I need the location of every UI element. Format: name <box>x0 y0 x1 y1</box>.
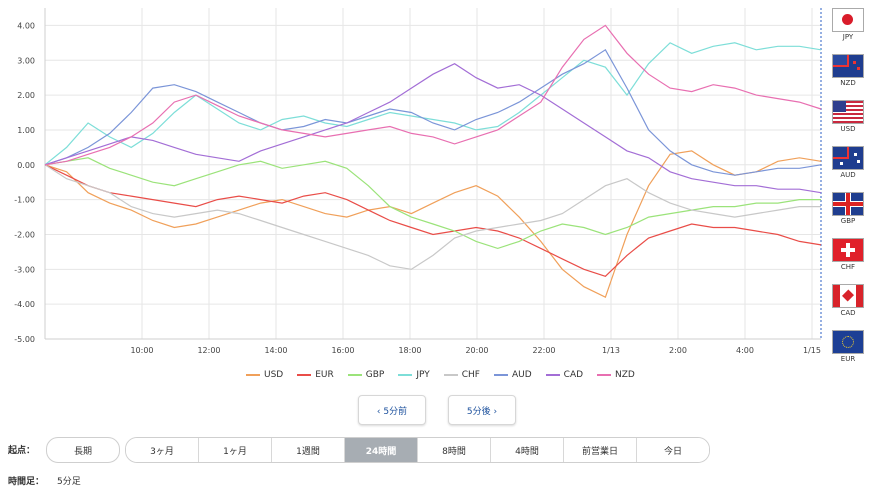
legend-item-eur[interactable]: EUR <box>297 368 334 382</box>
period-segmented-control: 3ヶ月 1ヶ月 1週間 24時間 8時間 4時間 前営業日 今日 <box>125 437 710 463</box>
legend-swatch <box>246 374 260 376</box>
legend-item-aud[interactable]: AUD <box>493 368 532 382</box>
legend-item-nzd[interactable]: NZD <box>597 368 635 382</box>
legend-item-gbp[interactable]: GBP <box>347 368 385 382</box>
series-line-usd <box>44 150 822 299</box>
legend-item-cad[interactable]: CAD <box>545 368 584 382</box>
legend-swatch <box>347 374 362 376</box>
legend-label: JPY <box>416 370 430 380</box>
canada-flag-icon <box>832 284 864 308</box>
flag-label: JPY <box>842 33 854 41</box>
flag-chf[interactable]: CHF <box>826 238 870 282</box>
flag-label: CHF <box>840 263 856 271</box>
flag-label: GBP <box>840 217 856 225</box>
series-line-chf <box>44 164 821 270</box>
y-tick-label: -1.00 <box>14 196 35 205</box>
series-line-eur <box>44 164 822 277</box>
y-tick-label: -3.00 <box>14 265 35 274</box>
flag-label: NZD <box>840 79 856 87</box>
y-tick-label: -4.00 <box>14 300 35 309</box>
legend-label: GBP <box>365 370 385 380</box>
x-tick-label: 20:00 <box>465 346 488 355</box>
period-segment-2[interactable]: 1週間 <box>272 438 345 462</box>
y-tick-label: 0.00 <box>17 161 35 170</box>
x-tick-label: 22:00 <box>532 346 555 355</box>
period-segment-5[interactable]: 4時間 <box>491 438 564 462</box>
legend-label: CHF <box>461 370 480 380</box>
legend-swatch <box>398 374 413 376</box>
x-tick-label: 10:00 <box>130 346 153 355</box>
start-point-label: 起点： <box>8 446 36 456</box>
y-tick-label: -2.00 <box>14 230 35 239</box>
x-tick-label: 1/15 <box>803 346 821 355</box>
x-tick-label: 4:00 <box>736 346 754 355</box>
uk-flag-icon <box>832 192 864 216</box>
legend-label: USD <box>264 370 284 380</box>
series-line-aud <box>44 48 822 176</box>
australia-flag-icon <box>832 146 864 170</box>
legend-swatch <box>443 374 458 376</box>
eu-flag-icon <box>832 330 864 354</box>
legend-swatch <box>297 374 312 376</box>
series-line-jpy <box>44 42 822 166</box>
y-tick-label: 1.00 <box>17 126 35 135</box>
legend-label: EUR <box>315 370 334 380</box>
x-tick-label: 1/13 <box>602 346 620 355</box>
legend-swatch <box>493 374 508 376</box>
y-tick-label: -5.00 <box>14 335 35 344</box>
flag-label: AUD <box>840 171 856 179</box>
period-segment-0[interactable]: 3ヶ月 <box>126 438 199 462</box>
bar-interval-label: 時間足： <box>8 477 45 487</box>
period-segment-3[interactable]: 24時間 <box>345 438 418 462</box>
period-segment-7[interactable]: 今日 <box>637 438 709 462</box>
flag-usd[interactable]: USD <box>826 100 870 144</box>
x-tick-label: 18:00 <box>398 346 421 355</box>
flag-gbp[interactable]: GBP <box>826 192 870 236</box>
legend-label: CAD <box>563 370 584 380</box>
x-tick-label: 14:00 <box>264 346 287 355</box>
period-segment-4[interactable]: 8時間 <box>418 438 491 462</box>
x-tick-label: 16:00 <box>331 346 354 355</box>
period-segment-1[interactable]: 1ヶ月 <box>199 438 272 462</box>
legend-label: NZD <box>615 370 635 380</box>
legend-swatch <box>545 374 560 376</box>
japan-flag-icon <box>832 8 864 32</box>
y-tick-label: 4.00 <box>17 21 35 30</box>
flag-label: EUR <box>840 355 856 363</box>
series-line-nzd <box>44 24 822 166</box>
fx-strength-chart: 4.00 3.00 2.00 1.00 0.00 -1.00 -2.00 -3.00 -4.00… <box>14 8 822 355</box>
flag-aud[interactable]: AUD <box>826 146 870 190</box>
flag-label: USD <box>840 125 856 133</box>
new-zealand-flag-icon <box>832 54 864 78</box>
switzerland-flag-icon <box>832 238 864 262</box>
flag-cad[interactable]: CAD <box>826 284 870 328</box>
legend-item-jpy[interactable]: JPY <box>398 368 430 382</box>
usa-flag-icon <box>832 100 864 124</box>
bar-interval-value: 5分足 <box>57 477 81 487</box>
y-tick-label: 2.00 <box>17 91 35 100</box>
next-5min-button[interactable]: 5分後 › <box>448 395 516 425</box>
period-segment-6[interactable]: 前営業日 <box>564 438 637 462</box>
x-tick-label: 2:00 <box>669 346 687 355</box>
flag-nzd[interactable]: NZD <box>826 54 870 98</box>
flag-jpy[interactable]: JPY <box>826 8 870 52</box>
legend-item-chf[interactable]: CHF <box>443 368 480 382</box>
long-term-button[interactable]: 長期 <box>46 437 120 463</box>
legend-swatch <box>597 374 612 376</box>
chart-legend: USD EUR GBP JPY CHF AUD CAD NZD <box>246 368 635 382</box>
flag-label: CAD <box>840 309 856 317</box>
flag-eur[interactable]: EUR <box>826 330 870 374</box>
x-tick-label: 12:00 <box>197 346 220 355</box>
legend-item-usd[interactable]: USD <box>246 368 283 382</box>
series-line-cad <box>44 63 822 194</box>
prev-5min-button[interactable]: ‹ 5分前 <box>358 395 426 425</box>
y-tick-label: 3.00 <box>17 56 35 65</box>
legend-label: AUD <box>511 370 532 380</box>
